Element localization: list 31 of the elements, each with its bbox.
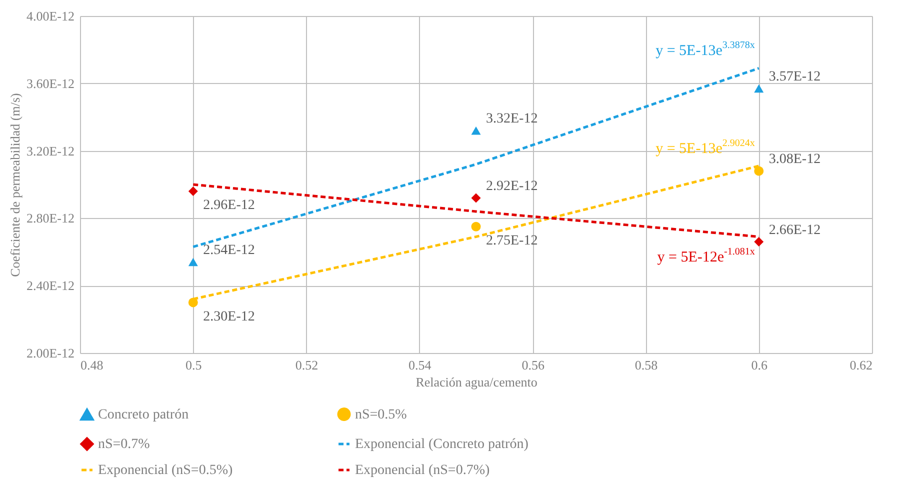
x-tick-label: 0.56 <box>522 358 545 372</box>
data-label: 2.54E-12 <box>203 243 255 258</box>
data-label: 2.92E-12 <box>486 178 538 194</box>
legend-label: nS=0.5% <box>355 407 408 422</box>
y-axis-title: Coeficiente de permeabilidad (m/s) <box>7 93 22 277</box>
y-tick-label: 4.00E-12 <box>26 8 74 24</box>
y-tick-label: 3.60E-12 <box>26 76 74 91</box>
x-tick-label: 0.52 <box>295 358 318 372</box>
data-label: 2.30E-12 <box>203 309 255 324</box>
data-label: 3.32E-12 <box>486 112 538 127</box>
legend-label: nS=0.7% <box>98 437 150 452</box>
x-tick-label: 0.5 <box>186 358 202 372</box>
legend-label: Exponencial (Concreto patrón) <box>355 437 529 452</box>
x-tick-label: 0.6 <box>751 358 768 372</box>
y-tick-label: 2.40E-12 <box>26 278 74 294</box>
data-label: 2.96E-12 <box>203 198 255 214</box>
data-label: 2.66E-12 <box>768 222 821 238</box>
x-axis-title: Relación agua/cemento <box>416 374 538 390</box>
legend-label: Exponencial (nS=0.5%) <box>98 463 233 478</box>
x-tick-label: 0.48 <box>80 358 104 372</box>
y-tick-label: 3.20E-12 <box>26 143 74 158</box>
data-label: 3.57E-12 <box>768 69 821 84</box>
data-label: 3.08E-12 <box>768 152 821 168</box>
y-tick-label: 2.00E-12 <box>26 346 74 360</box>
x-tick-label: 0.54 <box>408 358 432 372</box>
x-tick-label: 0.62 <box>850 358 872 372</box>
legend-label: Concreto patrón <box>98 408 189 423</box>
x-tick-label: 0.58 <box>634 358 658 372</box>
y-tick-label: 2.80E-12 <box>26 210 74 226</box>
data-label: 2.75E-12 <box>486 234 538 249</box>
legend-label: Exponencial (nS=0.7%) <box>355 463 490 478</box>
